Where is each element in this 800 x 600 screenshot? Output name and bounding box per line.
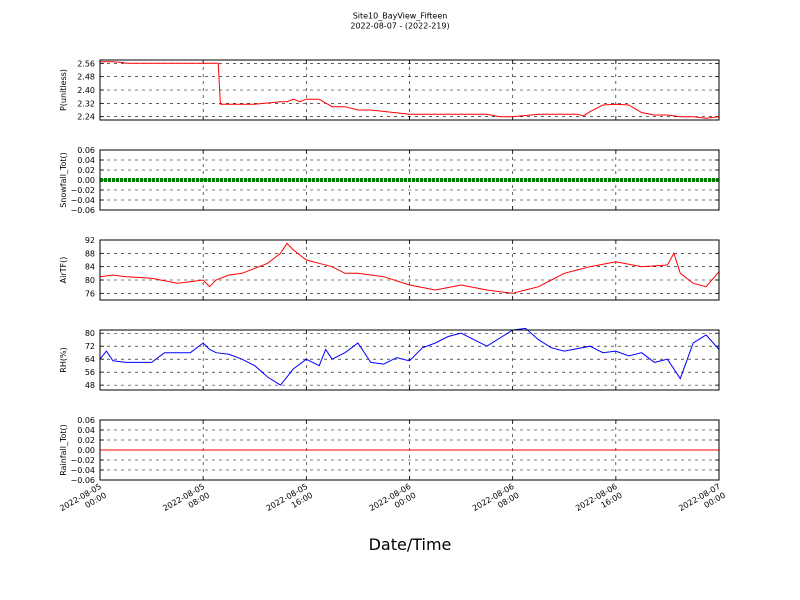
series-line xyxy=(100,61,720,119)
y-tick-label: 0.00 xyxy=(77,446,95,455)
y-axis-label: Snowfall_Tot() xyxy=(59,152,68,208)
y-axis-label: P(unitless) xyxy=(59,69,68,111)
axes-frame xyxy=(99,149,720,211)
y-tick-label: −0.06 xyxy=(70,206,95,215)
y-tick-label: 64 xyxy=(85,355,95,364)
y-tick-label: 0.06 xyxy=(77,146,95,155)
axes-frame xyxy=(99,239,720,301)
chart-title: Site10_BayView_Fifteen xyxy=(353,12,448,21)
y-tick-label: 56 xyxy=(85,368,95,377)
y-tick-label: 0.02 xyxy=(77,166,95,175)
y-tick-label: 2.40 xyxy=(77,86,95,95)
x-axis-label: Date/Time xyxy=(369,535,452,554)
panel-3: 92 88 84 80 76 AirTF() xyxy=(59,236,720,301)
y-tick-label: 92 xyxy=(85,236,95,245)
y-tick-label: 2.32 xyxy=(77,99,95,108)
y-tick-label: 76 xyxy=(85,289,95,298)
axes-frame xyxy=(99,419,720,481)
y-tick-label: −0.04 xyxy=(70,196,95,205)
y-tick-label: 2.24 xyxy=(77,113,95,122)
y-tick-label: 0.06 xyxy=(77,416,95,425)
y-tick-label: 88 xyxy=(85,249,95,258)
panel-2: 0.060.040.020.00−0.02−0.04−0.06Snowfall_… xyxy=(59,146,720,215)
panel-4: 80 72 64 56 48 RH(%) xyxy=(59,327,720,391)
axes-frame xyxy=(99,329,720,391)
y-tick-label: 2.48 xyxy=(77,73,95,82)
y-tick-label: 80 xyxy=(85,276,95,285)
y-tick-label: 0.04 xyxy=(77,426,95,435)
y-tick-label: −0.06 xyxy=(70,476,95,485)
y-axis-label: Rainfall_Tot() xyxy=(59,424,68,476)
chart-subtitle: 2022-08-07 - (2022-219) xyxy=(350,22,449,31)
y-axis-label: RH(%) xyxy=(59,347,68,372)
y-tick-label: −0.02 xyxy=(70,186,95,195)
panels: 2.562.482.402.322.24P(unitless)0.060.040… xyxy=(59,59,720,485)
y-tick-label: 0.00 xyxy=(77,176,95,185)
y-tick-label: −0.04 xyxy=(70,466,95,475)
series-line xyxy=(99,327,720,386)
y-tick-label: −0.02 xyxy=(70,456,95,465)
y-tick-label: 72 xyxy=(85,342,95,351)
y-tick-label: 80 xyxy=(85,329,95,338)
axes-frame xyxy=(99,59,720,121)
panel-5: 0.060.040.020.00−0.02−0.04−0.06Rainfall_… xyxy=(59,416,720,485)
y-tick-label: 0.02 xyxy=(77,436,95,445)
y-tick-label: 2.56 xyxy=(77,59,95,68)
y-tick-label: 84 xyxy=(85,263,95,272)
y-axis-label: AirTF() xyxy=(59,257,68,284)
panel-1: 2.56 2.48 2.40 2.32 2.24 P(unitless) xyxy=(59,59,720,122)
series-line xyxy=(99,242,720,294)
y-tick-label: 0.04 xyxy=(77,156,95,165)
y-tick-label: 48 xyxy=(85,381,95,390)
